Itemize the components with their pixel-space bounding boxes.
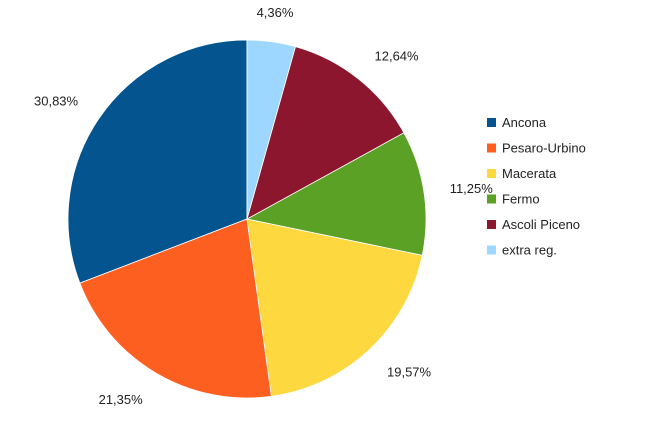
value-label-extra-reg: 4,36% [257, 5, 294, 20]
legend-label-macerata: Macerata [502, 166, 557, 181]
legend-label-pesaro-urbino: Pesaro-Urbino [502, 141, 586, 156]
value-label-ancona: 30,83% [34, 94, 79, 109]
legend: Ancona Pesaro-Urbino Macerata Fermo Ascoli P… [487, 115, 586, 258]
legend-swatch-macerata [487, 169, 496, 178]
value-label-fermo: 11,25% [450, 181, 494, 196]
legend-label-fermo: Fermo [502, 192, 540, 207]
pie-slice-ascoli-piceno [246, 46, 405, 220]
legend-swatch-extra-reg [487, 245, 496, 255]
pie-slices [67, 39, 427, 399]
percentage-labels: 30,83% 21,35% 19,57% 11,25% 12,64% 4,36% [34, 5, 493, 407]
legend-label-ascoli-piceno: Ascoli Piceno [502, 217, 580, 232]
value-label-ascoli-piceno: 12,64% [375, 48, 420, 63]
legend-label-extra-reg: extra reg. [502, 243, 557, 258]
legend-swatch-fermo [487, 194, 496, 204]
legend-swatch-ancona [487, 118, 496, 127]
pie-slice-extra-reg [246, 39, 296, 220]
pie-slice-macerata [246, 218, 423, 397]
legend-label-ancona: Ancona [502, 115, 547, 130]
value-label-macerata: 19,57% [387, 365, 432, 380]
legend-swatch-pesaro-urbino [487, 143, 496, 153]
value-label-pesaro-urbino: 21,35% [99, 392, 144, 407]
pie-slice-ancona [67, 39, 248, 284]
pie-slice-fermo [245, 132, 427, 256]
legend-swatch-ascoli-piceno [487, 220, 496, 229]
pie-slice-pesaro-urbino [79, 218, 272, 399]
